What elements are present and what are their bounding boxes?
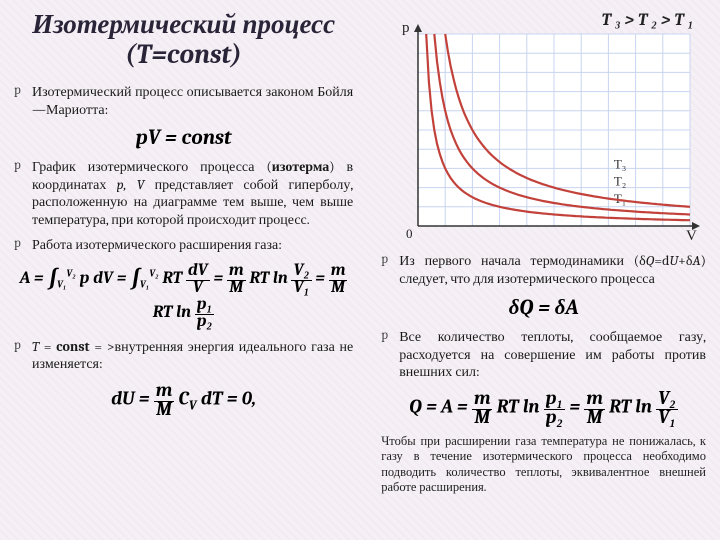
formula-q: Q = A = mM RT ln p₁p₂ = mM RT ln V₂V₁ [381, 389, 706, 427]
formula-work: A = ∫V₁V₂ p dV = ∫V₁V₂ RT dVV = mM RT ln… [14, 262, 353, 330]
svg-text:0: 0 [406, 226, 413, 241]
formula-pv: pV = const [14, 126, 353, 150]
svg-text:p: p [402, 20, 410, 36]
bullet-marker: p [14, 83, 32, 118]
bullet-text: Все количество теплоты, сообщаемое газу,… [399, 328, 706, 381]
bullet-text: График изотермического процесса (изотерм… [32, 158, 353, 228]
isotherm-chart: p V 0 T₁ T₂ T₃ T ₃ > T ₂ > T ₁ [384, 6, 704, 244]
formula-dq: δQ = δA [381, 295, 706, 320]
footnote: Чтобы при расширении газа температура не… [381, 435, 706, 498]
bullet-marker: p [14, 158, 32, 228]
bullet-marker: p [381, 252, 399, 287]
bullet-text: Изотермический процесс описывается закон… [32, 83, 353, 118]
bullet-marker: p [14, 338, 32, 373]
bullet-item: p Из первого начала термодинамики (δQ=dU… [381, 252, 706, 287]
svg-text:T₃: T₃ [613, 156, 625, 171]
svg-text:T₂: T₂ [613, 174, 625, 189]
svg-text:V: V [686, 228, 697, 244]
bullet-text: Из первого начала термодинамики (δQ=dU+δ… [399, 252, 706, 287]
bullet-text: T = const = >внутренняя энергия идеально… [32, 338, 353, 373]
bullet-item: p T = const = >внутренняя энергия идеаль… [14, 338, 353, 373]
bullet-marker: p [381, 328, 399, 381]
bullet-item: p График изотермического процесса (изоте… [14, 158, 353, 228]
formula-du: dU = mM CV dT = 0, [14, 381, 353, 419]
bullet-item: p Изотермический процесс описывается зак… [14, 83, 353, 118]
bullet-item: p Все количество теплоты, сообщаемое газ… [381, 328, 706, 381]
page-title: Изотермический процесс (T=const) [14, 10, 353, 69]
bullet-item: p Работа изотермического расширения газа… [14, 236, 353, 254]
bullet-text: Работа изотермического расширения газа: [32, 236, 353, 254]
chart-caption: T ₃ > T ₂ > T ₁ [601, 10, 693, 30]
svg-text:T₁: T₁ [613, 191, 625, 206]
bullet-marker: p [14, 236, 32, 254]
